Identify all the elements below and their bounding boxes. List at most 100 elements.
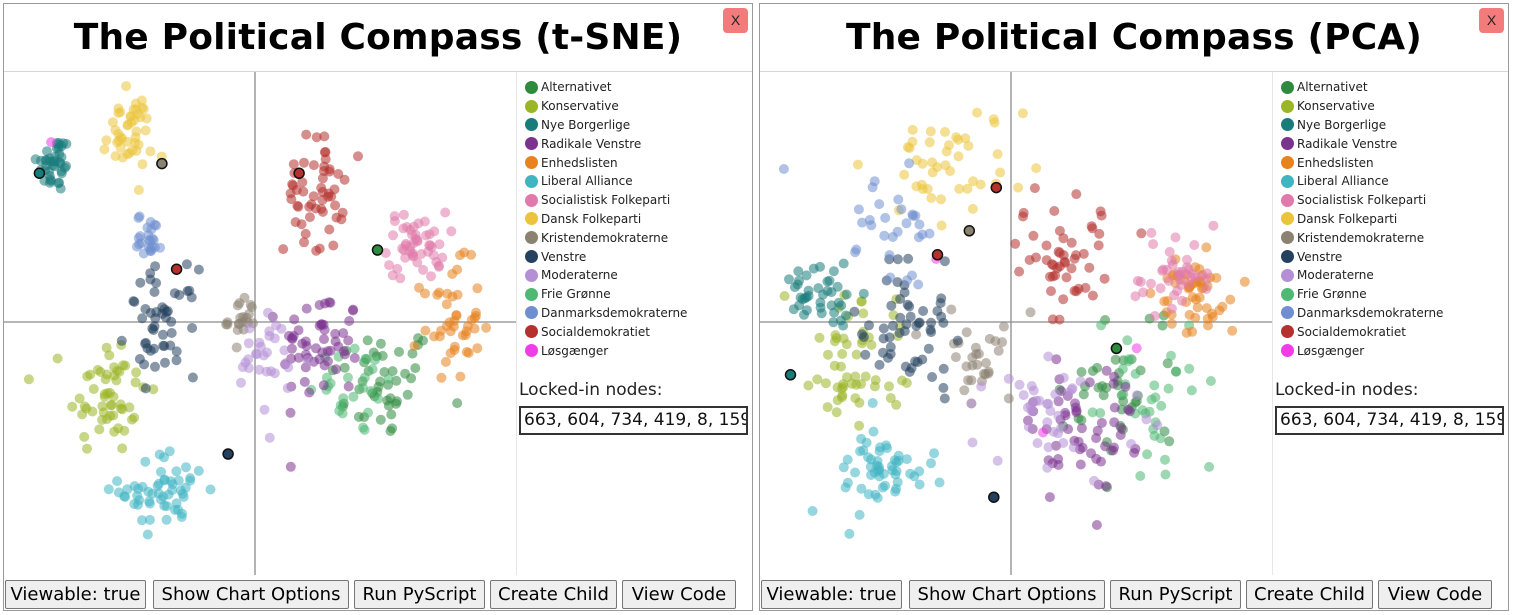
data-point[interactable] xyxy=(394,346,404,357)
data-point[interactable] xyxy=(1096,320,1107,331)
legend-item[interactable]: Alternativet xyxy=(525,78,687,97)
data-point[interactable] xyxy=(868,426,879,437)
data-point[interactable] xyxy=(440,356,451,367)
data-point[interactable] xyxy=(152,480,163,491)
data-point[interactable] xyxy=(171,346,182,357)
data-point[interactable] xyxy=(1087,223,1098,234)
data-point[interactable] xyxy=(812,374,823,385)
data-point[interactable] xyxy=(1175,274,1185,285)
data-point[interactable] xyxy=(409,340,420,351)
data-point[interactable] xyxy=(904,158,915,169)
data-point[interactable] xyxy=(144,498,155,509)
data-point[interactable] xyxy=(446,226,457,237)
data-point[interactable] xyxy=(320,147,331,157)
data-point[interactable] xyxy=(922,184,933,194)
data-point[interactable] xyxy=(122,136,133,147)
data-point[interactable] xyxy=(359,372,370,383)
data-point[interactable] xyxy=(259,404,270,415)
data-point[interactable] xyxy=(338,328,349,339)
data-point[interactable] xyxy=(304,387,315,398)
data-point[interactable] xyxy=(945,166,956,177)
data-point[interactable] xyxy=(117,152,128,163)
data-point[interactable] xyxy=(414,282,424,293)
data-point[interactable] xyxy=(109,426,120,437)
data-point[interactable] xyxy=(992,455,1003,466)
data-point[interactable] xyxy=(927,157,938,168)
data-point[interactable] xyxy=(884,250,895,261)
data-point[interactable] xyxy=(911,155,922,166)
data-point[interactable] xyxy=(914,479,925,490)
data-point[interactable] xyxy=(993,345,1004,356)
data-point[interactable] xyxy=(1058,233,1069,244)
data-point[interactable] xyxy=(990,336,1001,347)
data-point[interactable] xyxy=(1148,239,1159,250)
data-point[interactable] xyxy=(904,366,915,377)
data-point[interactable] xyxy=(910,210,921,221)
data-point[interactable] xyxy=(145,268,156,279)
data-point[interactable] xyxy=(365,386,376,396)
data-point[interactable] xyxy=(903,253,914,264)
data-point[interactable] xyxy=(432,289,443,300)
data-point[interactable] xyxy=(472,283,483,294)
data-point[interactable] xyxy=(301,303,312,314)
data-point[interactable] xyxy=(1096,456,1106,467)
data-point[interactable] xyxy=(299,157,309,168)
data-point[interactable] xyxy=(1201,284,1212,294)
data-point[interactable] xyxy=(940,127,950,137)
data-point[interactable] xyxy=(1130,368,1141,379)
data-point[interactable] xyxy=(455,371,466,382)
data-point[interactable] xyxy=(42,146,52,157)
data-point[interactable] xyxy=(1053,410,1064,421)
locked-data-point[interactable] xyxy=(293,167,305,179)
data-point[interactable] xyxy=(1181,327,1192,338)
data-point[interactable] xyxy=(264,432,275,443)
data-point[interactable] xyxy=(1182,262,1192,273)
data-point[interactable] xyxy=(344,316,355,326)
data-point[interactable] xyxy=(907,270,917,281)
data-point[interactable] xyxy=(1101,481,1111,492)
data-point[interactable] xyxy=(803,285,814,296)
data-point[interactable] xyxy=(959,385,970,396)
data-point[interactable] xyxy=(1108,445,1118,456)
data-point[interactable] xyxy=(119,491,130,502)
data-point[interactable] xyxy=(402,389,413,400)
data-point[interactable] xyxy=(319,334,329,345)
data-point[interactable] xyxy=(1093,240,1104,251)
data-point[interactable] xyxy=(181,462,191,473)
legend-item[interactable]: Konservative xyxy=(1281,97,1443,116)
data-point[interactable] xyxy=(316,182,327,193)
data-point[interactable] xyxy=(1018,390,1029,401)
data-point[interactable] xyxy=(926,458,936,469)
data-point[interactable] xyxy=(1099,273,1110,284)
data-point[interactable] xyxy=(159,341,170,351)
legend-item[interactable]: Danmarksdemokraterne xyxy=(525,304,687,323)
data-point[interactable] xyxy=(856,296,867,307)
data-point[interactable] xyxy=(310,203,321,214)
data-point[interactable] xyxy=(1042,417,1053,428)
data-point[interactable] xyxy=(1042,462,1053,473)
data-point[interactable] xyxy=(110,125,121,136)
legend-item[interactable]: Liberal Alliance xyxy=(1281,172,1443,191)
data-point[interactable] xyxy=(1003,393,1014,404)
data-point[interactable] xyxy=(874,359,885,370)
data-point[interactable] xyxy=(308,160,319,171)
data-point[interactable] xyxy=(1084,262,1095,273)
data-point[interactable] xyxy=(1163,383,1174,394)
data-point[interactable] xyxy=(261,366,272,377)
data-point[interactable] xyxy=(1138,287,1149,298)
data-point[interactable] xyxy=(1091,520,1102,530)
data-point[interactable] xyxy=(142,529,153,540)
data-point[interactable] xyxy=(360,353,371,364)
locked-data-point[interactable] xyxy=(963,225,976,237)
locked-nodes-field[interactable]: 663, 604, 734, 419, 8, 159 xyxy=(1275,406,1504,435)
data-point[interactable] xyxy=(1060,257,1070,268)
data-point[interactable] xyxy=(135,231,146,242)
data-point[interactable] xyxy=(193,264,204,275)
data-point[interactable] xyxy=(288,159,299,170)
data-point[interactable] xyxy=(998,321,1009,332)
data-point[interactable] xyxy=(918,306,929,316)
data-point[interactable] xyxy=(317,173,328,184)
data-point[interactable] xyxy=(324,224,335,235)
data-point[interactable] xyxy=(926,327,937,338)
legend-item[interactable]: Løsgænger xyxy=(1281,341,1443,360)
